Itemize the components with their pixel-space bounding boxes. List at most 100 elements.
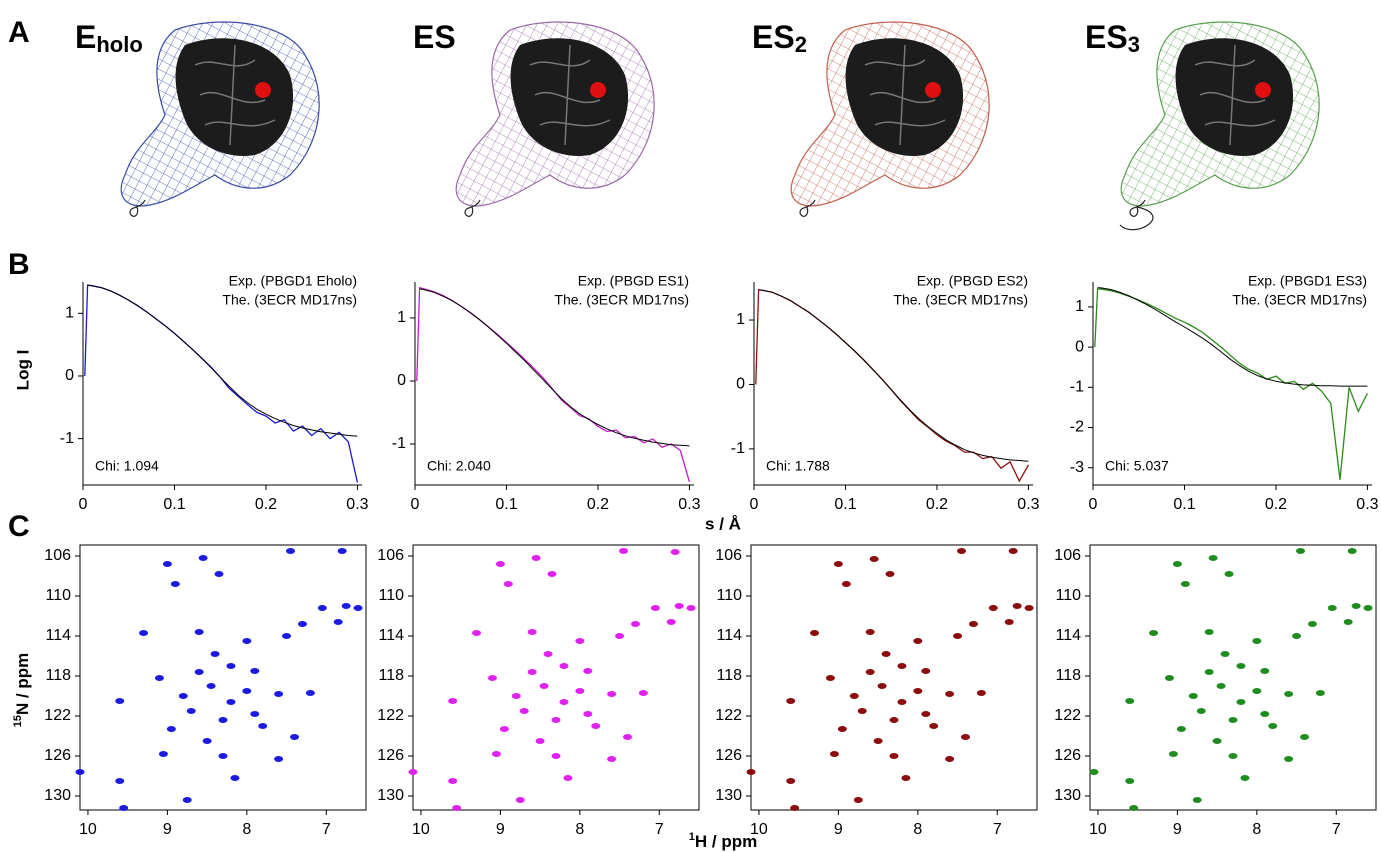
x-tick-label: 0.1 xyxy=(495,496,517,513)
peak xyxy=(1176,726,1186,732)
y-tick-label: 130 xyxy=(44,787,71,804)
peak xyxy=(539,683,549,689)
y-tick-label: 0 xyxy=(736,376,745,393)
y-tick-label: 118 xyxy=(716,667,742,684)
peak xyxy=(976,690,986,696)
peak xyxy=(630,621,640,627)
peak xyxy=(901,775,911,781)
peak xyxy=(897,663,907,669)
peak xyxy=(452,805,462,811)
peak xyxy=(1196,708,1206,714)
cartoon xyxy=(510,38,629,156)
plot-frame xyxy=(412,544,700,811)
peak xyxy=(491,751,501,757)
peak xyxy=(170,581,180,587)
peak xyxy=(1125,778,1135,784)
tail xyxy=(1119,199,1154,231)
peak xyxy=(945,756,955,762)
peak xyxy=(1296,548,1306,554)
peak xyxy=(226,663,236,669)
peak xyxy=(968,621,978,627)
cartoon-detail xyxy=(1194,44,1276,146)
structure xyxy=(790,21,990,217)
peak xyxy=(786,778,796,784)
peak xyxy=(1228,717,1238,723)
peak xyxy=(873,738,883,744)
peak xyxy=(1220,651,1230,657)
peak xyxy=(1252,688,1262,694)
peak xyxy=(953,633,963,639)
peak xyxy=(202,738,212,744)
peak xyxy=(988,605,998,611)
y-tick-label: 106 xyxy=(715,547,742,564)
peak xyxy=(551,717,561,723)
label-sub: 2 xyxy=(795,32,807,57)
y-tick-label: 118 xyxy=(1055,667,1081,684)
x-tick-label: 10 xyxy=(412,821,430,838)
annotation: Chi: 1.094 xyxy=(95,458,159,474)
peak xyxy=(1129,805,1139,811)
peak xyxy=(1252,638,1262,644)
peak xyxy=(889,717,899,723)
x-tick-label: 9 xyxy=(1173,821,1182,838)
peak xyxy=(786,698,796,704)
peak xyxy=(857,708,867,714)
peak xyxy=(1168,751,1178,757)
peak xyxy=(674,603,684,609)
peak xyxy=(1004,619,1014,625)
y-tick-label: 110 xyxy=(378,587,404,604)
legend-label: The. (3ECR MD17ns) xyxy=(1232,292,1367,308)
y-tick-label: -3 xyxy=(1070,459,1084,476)
x-tick-label: 8 xyxy=(575,821,584,838)
peak xyxy=(615,633,625,639)
peak xyxy=(214,571,224,577)
peak xyxy=(519,708,529,714)
peak xyxy=(913,638,923,644)
peak xyxy=(535,738,545,744)
x-tick-label: 0.3 xyxy=(346,496,368,513)
peak xyxy=(583,668,593,674)
peak xyxy=(242,688,252,694)
y-tick-label: 1 xyxy=(736,311,745,328)
data-line xyxy=(1094,288,1368,480)
x-tick-label: 0 xyxy=(1089,496,1098,513)
label-main: E xyxy=(75,19,96,55)
ligand xyxy=(1255,82,1271,98)
peak xyxy=(961,734,970,740)
y-tick-label: 110 xyxy=(45,587,71,604)
peak xyxy=(638,690,648,696)
peak xyxy=(841,581,851,587)
peak xyxy=(650,605,660,611)
peak xyxy=(1347,548,1357,554)
peak xyxy=(1216,683,1226,689)
structure xyxy=(120,21,320,217)
peak xyxy=(575,638,585,644)
y-tick-label: 110 xyxy=(1055,587,1081,604)
peak xyxy=(1260,668,1270,674)
peak xyxy=(178,693,188,699)
peak xyxy=(1240,775,1250,781)
x-tick-label: 0.3 xyxy=(1017,496,1039,513)
peak xyxy=(563,775,573,781)
y-tick-label: 110 xyxy=(716,587,742,604)
x-tick-label: 10 xyxy=(79,821,97,838)
x-tick-label: 9 xyxy=(496,821,505,838)
peak xyxy=(317,605,327,611)
data-line xyxy=(87,284,358,437)
peak xyxy=(810,630,820,636)
x-tick-label: 0 xyxy=(411,496,420,513)
peak xyxy=(670,549,680,555)
peak xyxy=(75,769,85,775)
peak xyxy=(607,691,617,697)
x-tick-label: 9 xyxy=(163,821,172,838)
ligand xyxy=(255,82,271,98)
x-tick-label: 0.3 xyxy=(678,496,700,513)
peak xyxy=(921,668,931,674)
y-tick-label: 122 xyxy=(715,707,742,724)
peak xyxy=(833,561,843,567)
peak xyxy=(877,683,887,689)
peak xyxy=(1228,753,1238,759)
x-tick-label: 0.1 xyxy=(1173,496,1195,513)
x-tick-label: 7 xyxy=(655,821,664,838)
cartoon-detail xyxy=(864,44,946,146)
